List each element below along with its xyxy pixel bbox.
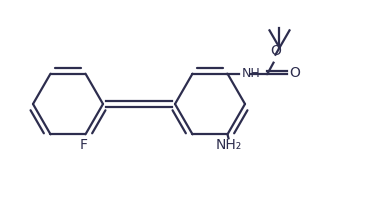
Text: O: O [290, 66, 300, 80]
Text: NH₂: NH₂ [215, 138, 241, 152]
Text: F: F [80, 138, 87, 152]
Text: O: O [270, 44, 281, 58]
Text: NH: NH [241, 67, 260, 80]
